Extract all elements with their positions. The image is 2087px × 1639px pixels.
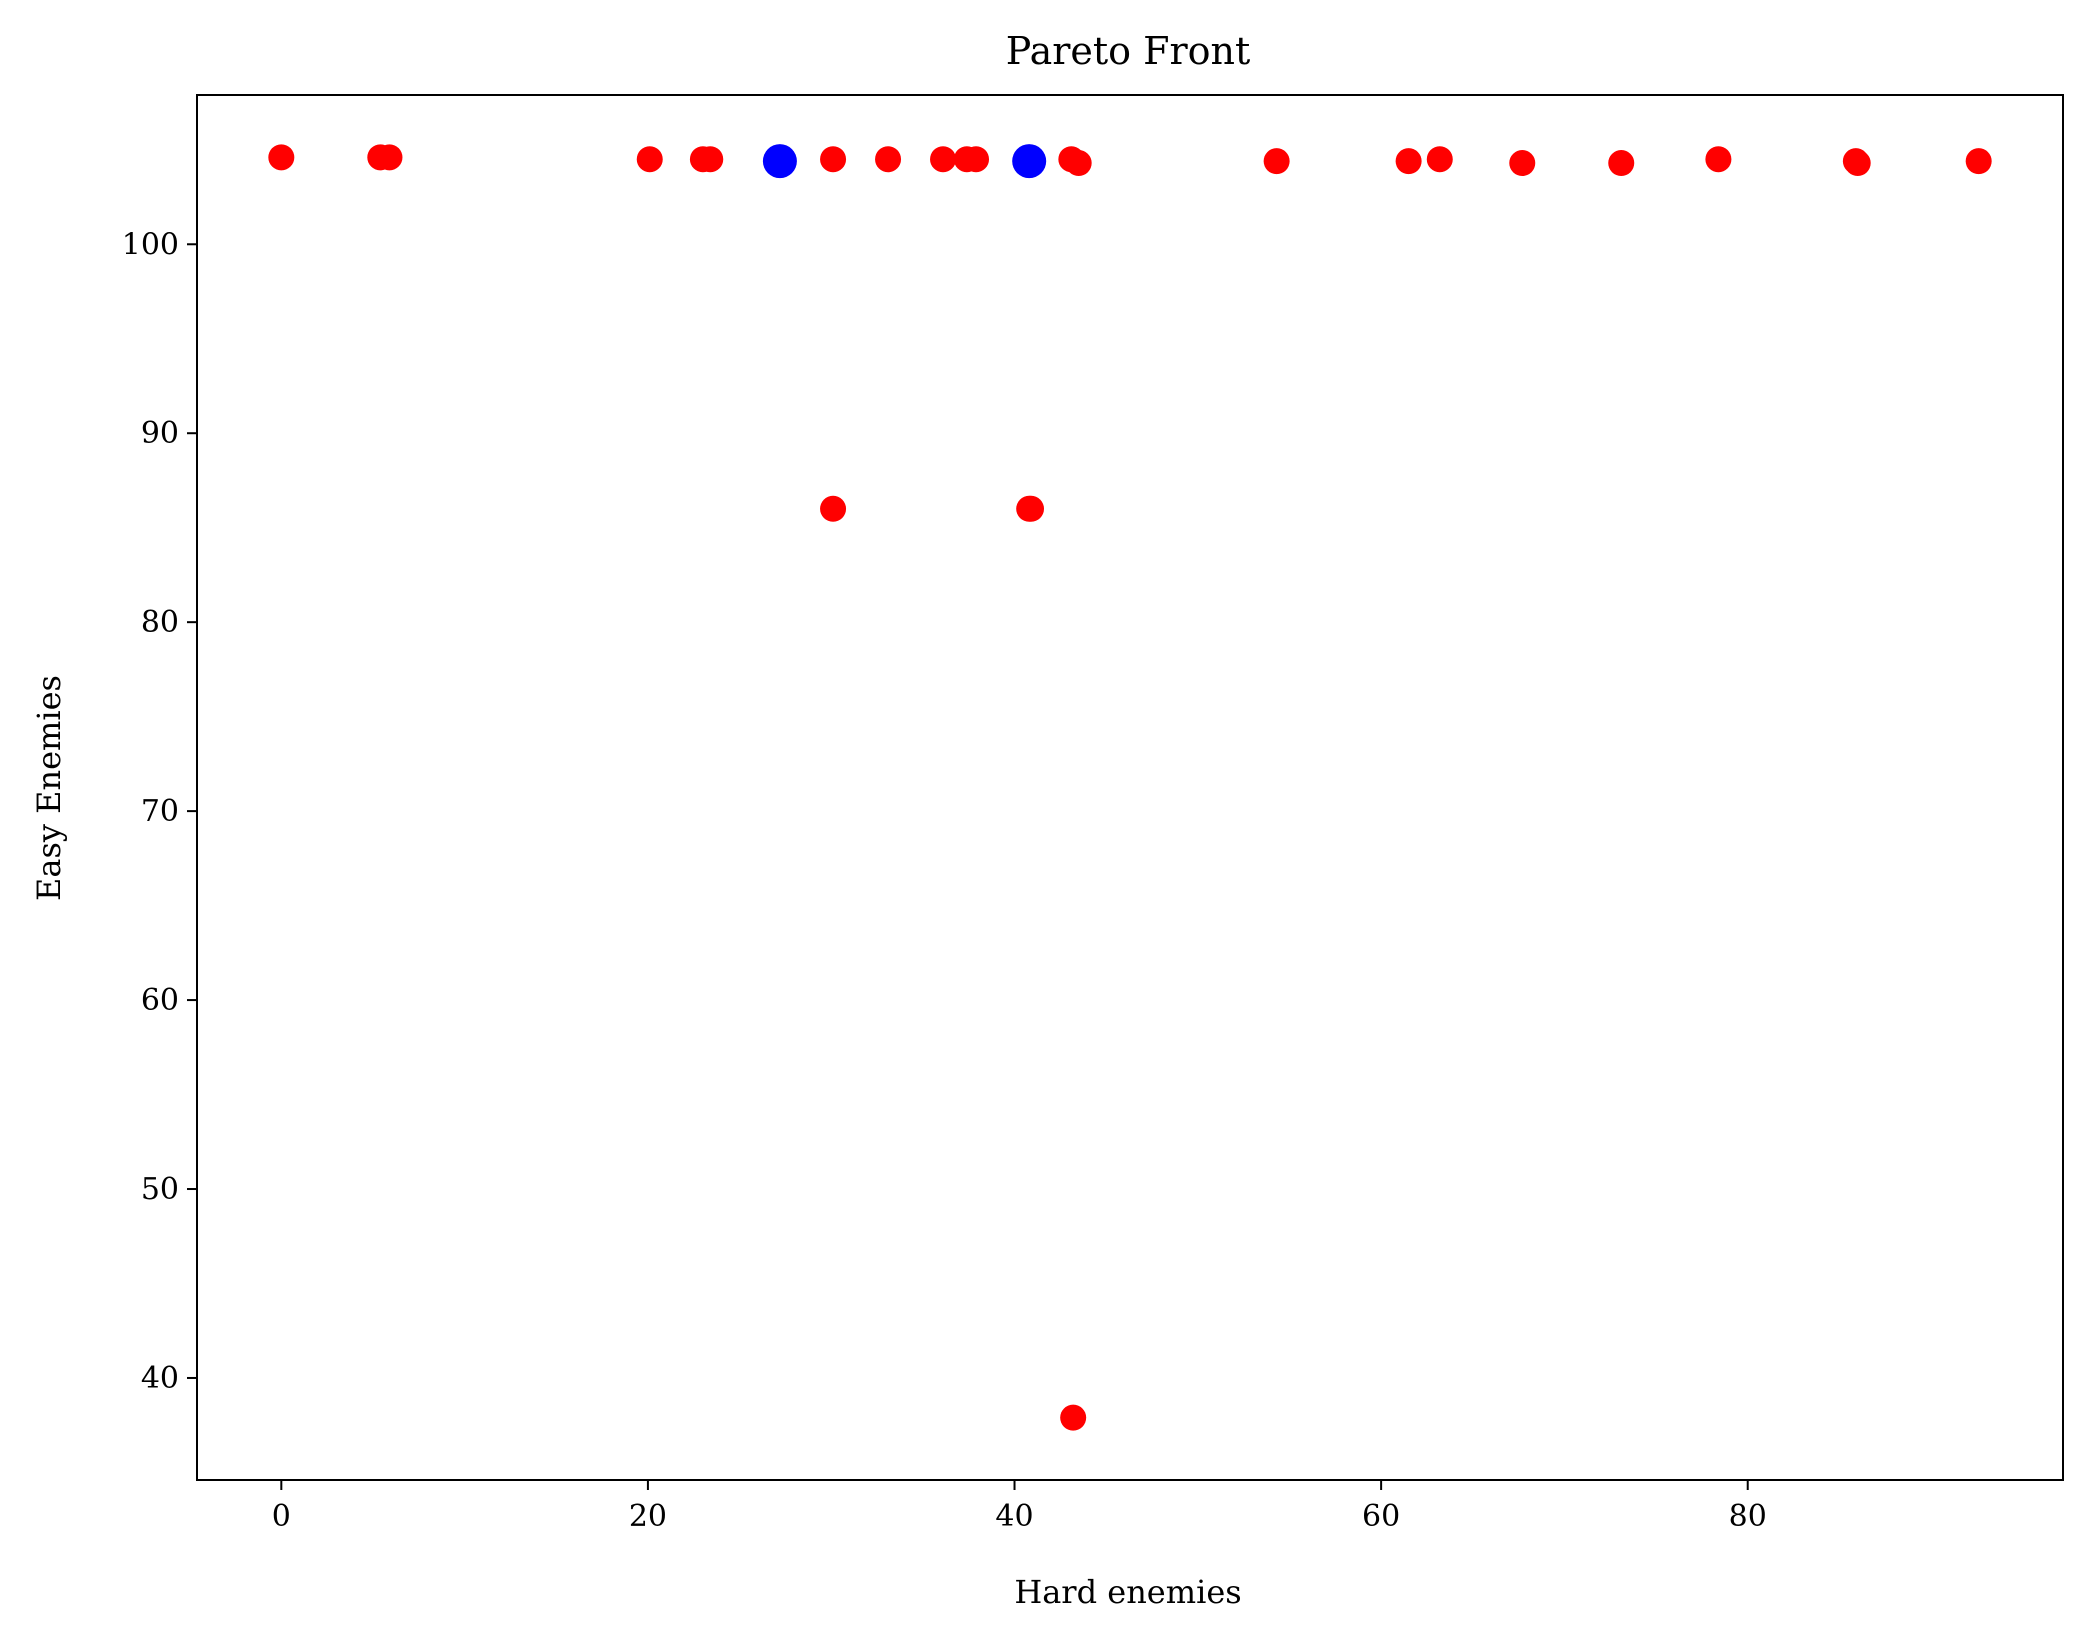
y-axis-ticks: 40 50 60 70 80 90 100 [122,227,197,1396]
x-axis-ticks: 0 20 40 60 80 [272,1480,1767,1534]
data-point [1608,150,1635,177]
x-tick-label: 40 [995,1499,1033,1534]
y-tick-label: 70 [141,794,179,829]
data-point [268,144,295,171]
x-tick-label: 60 [1362,1499,1400,1534]
data-point [1705,146,1732,173]
data-point [1012,144,1047,179]
data-point [636,146,663,173]
plot-area-frame [196,94,2064,1481]
data-point [875,146,902,173]
data-point [1060,1404,1087,1431]
x-tick-label: 0 [272,1499,291,1534]
data-point [1065,150,1092,177]
data-point [376,144,403,171]
data-point [1395,148,1422,175]
data-point [1509,150,1536,177]
x-axis-label: Hard enemies [1014,1573,1241,1611]
x-tick-label: 20 [629,1499,667,1534]
y-tick-label: 80 [141,605,179,640]
data-point [762,144,797,179]
chart-title: Pareto Front [1006,29,1251,73]
data-point [1263,148,1290,175]
data-point [820,146,847,173]
data-point [1426,146,1453,173]
data-point [963,146,990,173]
data-point [1844,150,1871,177]
y-tick-label: 100 [122,227,179,262]
y-tick-label: 90 [141,416,179,451]
y-tick-label: 60 [141,983,179,1018]
y-tick-label: 40 [141,1361,179,1396]
data-point [697,146,724,173]
x-tick-label: 80 [1729,1499,1767,1534]
data-point [930,146,957,173]
data-points [268,144,1992,1431]
data-point [1965,148,1992,175]
y-axis-label: Easy Enemies [30,675,68,901]
y-tick-label: 50 [141,1172,179,1207]
data-point [820,495,847,522]
data-point [1018,495,1045,522]
